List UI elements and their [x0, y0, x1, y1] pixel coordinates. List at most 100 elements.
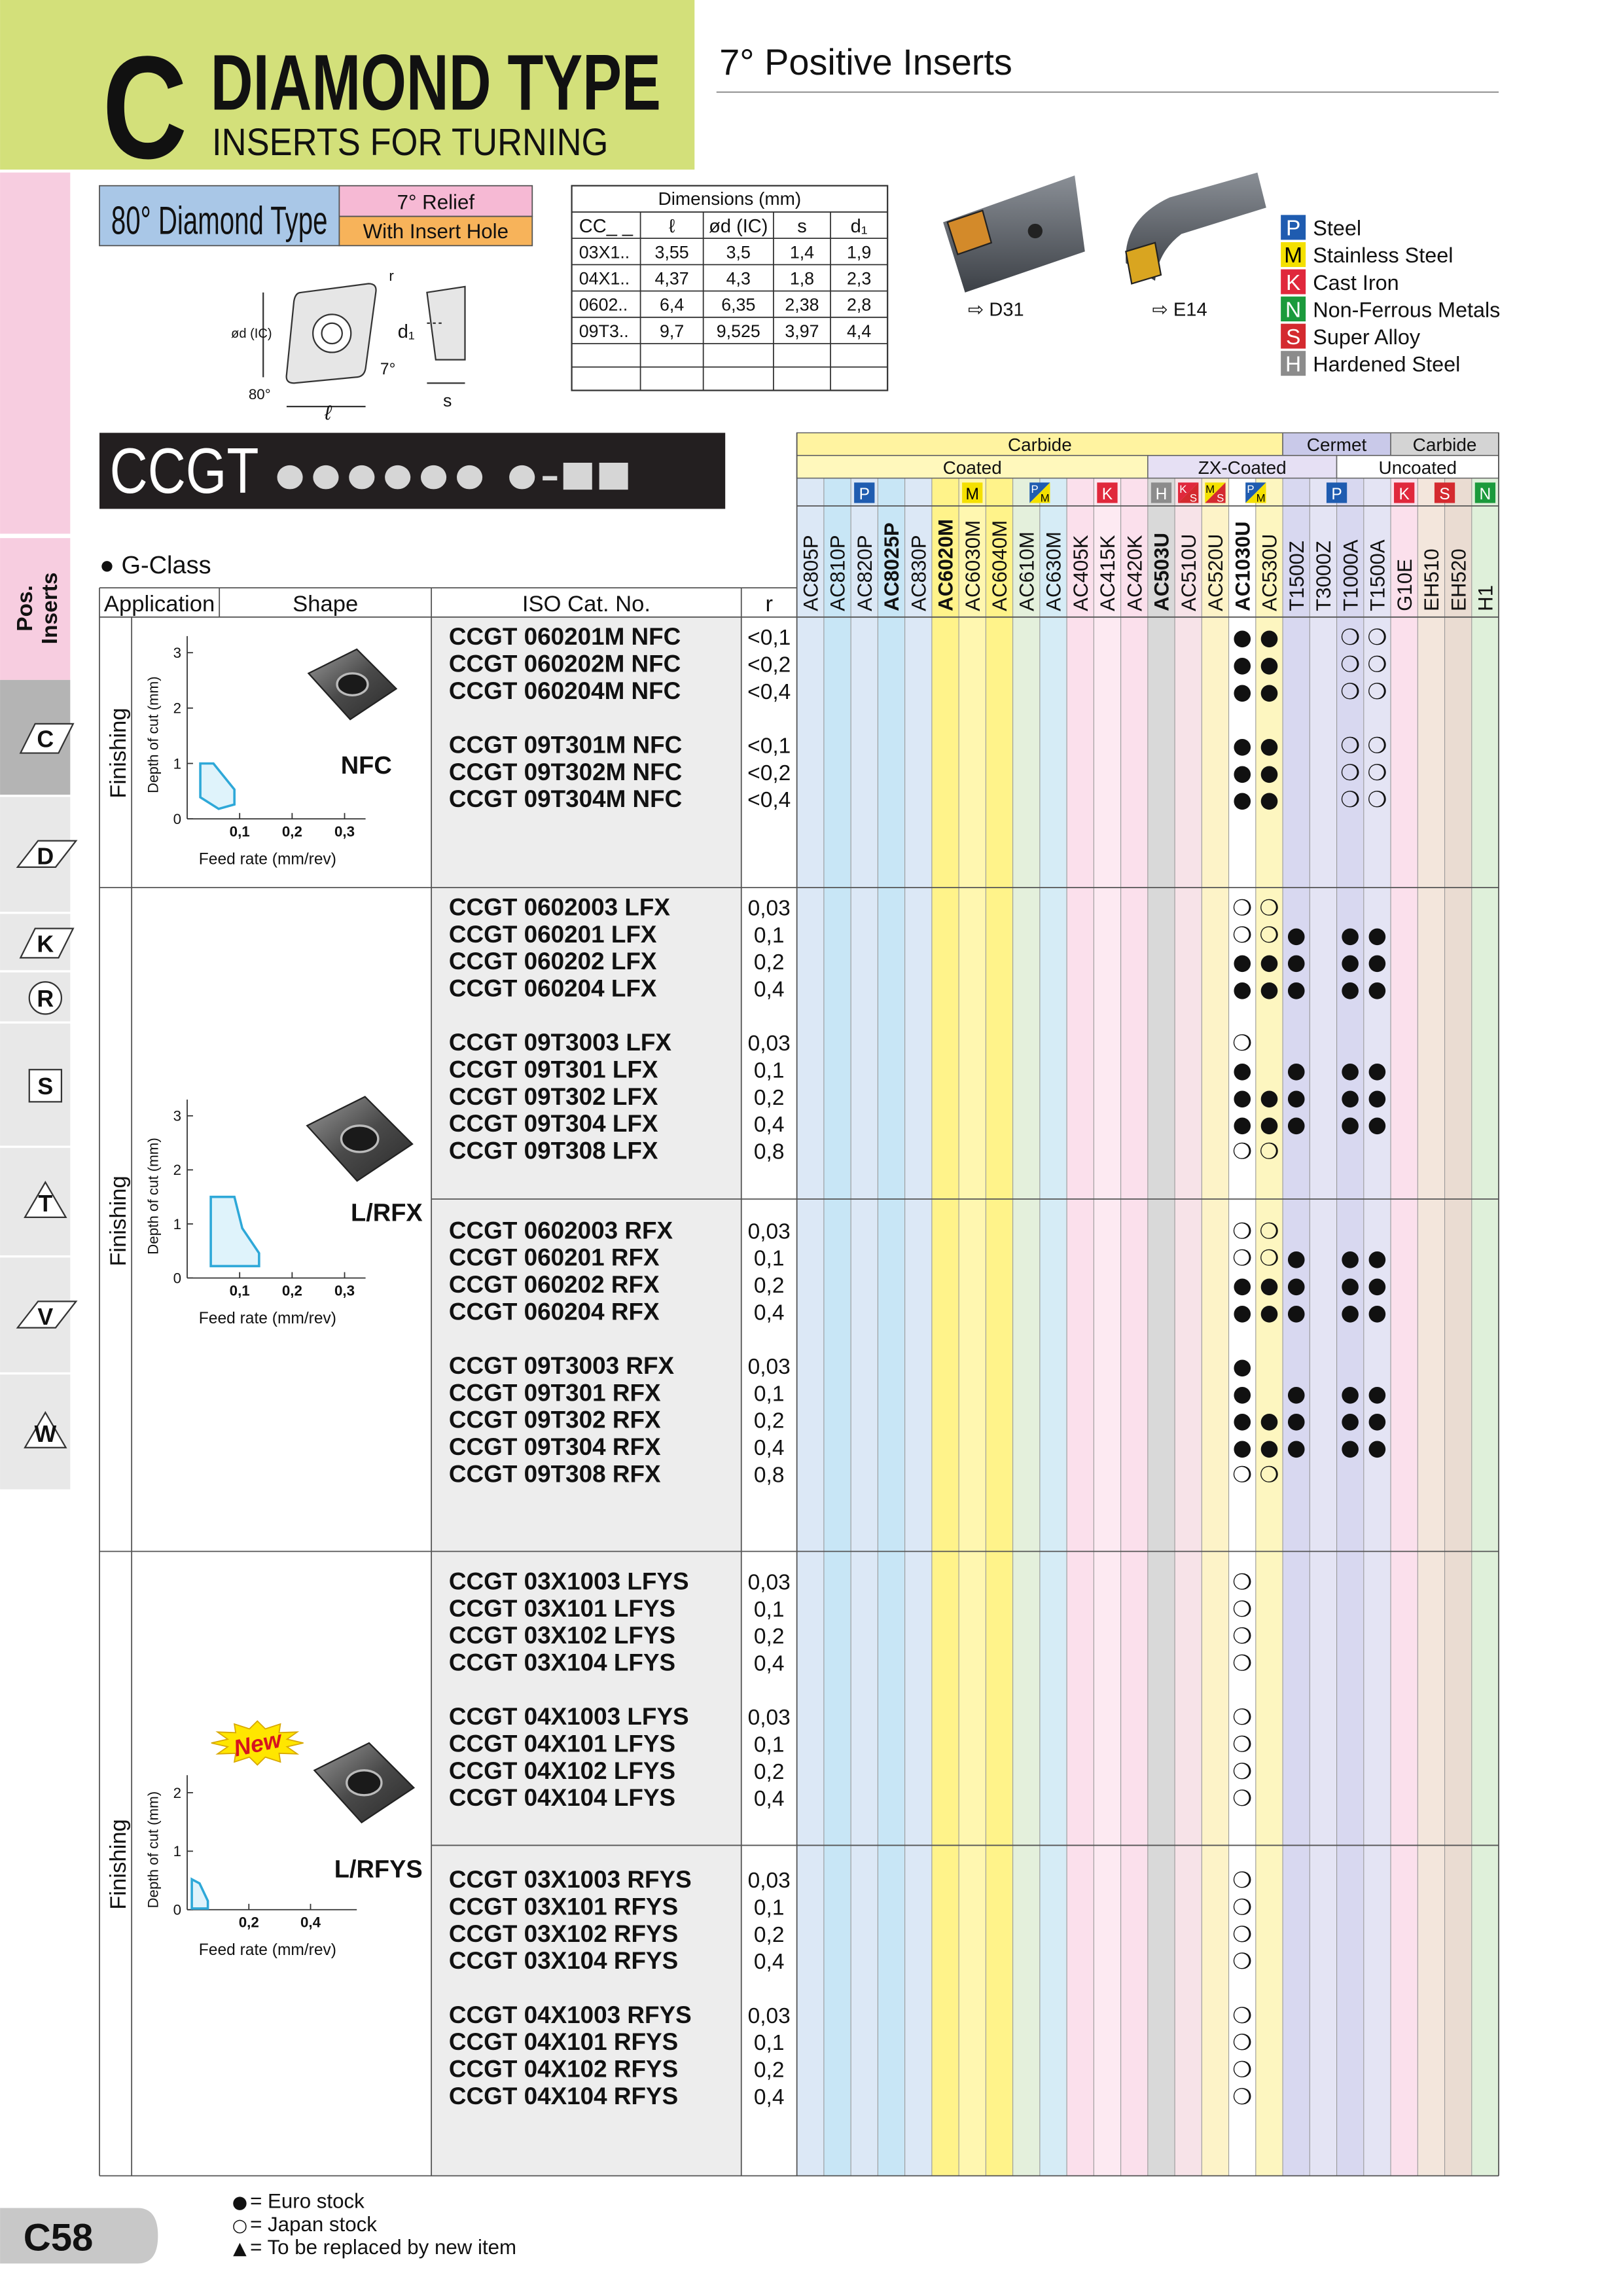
grade-group-label: Coated [943, 457, 1002, 478]
drawing-label: 80° [249, 386, 271, 403]
stock-mark: ❍ [1232, 1948, 1252, 1974]
corner-radius: 0,2 [754, 1274, 785, 1298]
iso-marker-letter: K [1102, 486, 1113, 503]
iso-marker-letter: P [1031, 483, 1038, 495]
stock-mark: ❍ [1259, 1218, 1279, 1244]
corner-radius: <0,1 [747, 734, 791, 759]
material-name: Hardened Steel [1313, 352, 1460, 376]
applicable-range [199, 762, 236, 810]
tool-holder-e14 [1126, 172, 1266, 281]
grade-group-label: Uncoated [1379, 457, 1457, 478]
stock-mark: ❍ [1232, 1246, 1252, 1271]
stock-mark: ● [1287, 1272, 1306, 1298]
stock-mark: ● [1287, 1435, 1306, 1460]
stock-mark: ● [1341, 1246, 1360, 1271]
header-letter: C [102, 26, 187, 189]
tool-insert [1125, 242, 1162, 285]
stock-mark: ❍ [1340, 760, 1360, 785]
corner-radius: 0,2 [754, 1760, 785, 1784]
grade-column [851, 478, 878, 2176]
relief-label: 7° Relief [397, 190, 475, 213]
stock-mark: ❍ [1232, 1139, 1252, 1164]
dimensions-cell: 2,8 [847, 295, 871, 315]
grade-group [1282, 432, 1391, 456]
iso-cat-no: CCGT 03X104 RFYS [449, 1947, 678, 1974]
corner-radius: <0,1 [747, 626, 791, 650]
material-letter: K [1286, 271, 1300, 295]
corner-radius: <0,2 [747, 653, 791, 677]
iso-marker-letter: K [1179, 483, 1186, 495]
type-box [99, 185, 340, 247]
x-tick-label: 0,1 [230, 823, 250, 840]
dimensions-cell: 4,37 [655, 269, 689, 289]
dimensions-cell: 2,38 [785, 295, 819, 315]
dimensions-cell: 9,525 [717, 321, 760, 341]
tool-insert [946, 209, 993, 256]
stock-mark: ❍ [1232, 1462, 1252, 1487]
material-name: Super Alloy [1313, 325, 1421, 349]
y-tick-label: 0 [173, 1270, 181, 1286]
iso-marker [1434, 482, 1455, 503]
grade-column [1175, 478, 1202, 2176]
stock-mark: ● [1287, 1380, 1306, 1406]
corner-radius: 0,03 [748, 2004, 791, 2028]
iso-cat-no: CCGT 09T301 RFX [449, 1379, 661, 1406]
corner-radius: 0,2 [754, 2058, 785, 2083]
tab-icon [19, 723, 75, 754]
tab-letter: K [37, 931, 54, 957]
iso-cat-no: CCGT 09T301 LFX [449, 1056, 658, 1083]
material-letter: N [1285, 298, 1301, 322]
tool-holder-d31 [943, 175, 1085, 293]
stock-mark: ❍ [1232, 2084, 1252, 2109]
grade-name: EH520 [1447, 548, 1470, 611]
dimensions-cell: 6,4 [660, 295, 684, 315]
grade-name: AC415K [1096, 535, 1119, 611]
dimensions-cell: 9,7 [660, 321, 684, 341]
corner-radius: 0,03 [748, 897, 791, 921]
tab-icon [16, 1300, 78, 1329]
corner-radius: <0,4 [747, 680, 791, 704]
stock-mark: ❍ [1367, 787, 1387, 812]
corner-radius: 0,1 [754, 1382, 785, 1406]
dimensions-header: ød (IC) [709, 216, 768, 237]
stock-mark: ● [1341, 977, 1360, 1002]
dimensions-cell: 2,3 [847, 269, 871, 289]
stock-mark: ● [1260, 652, 1279, 677]
iso-marker [1178, 482, 1199, 503]
shape-label: L/RFYS [334, 1856, 423, 1884]
iso-marker [854, 482, 875, 503]
stock-mark: ❍ [1232, 1731, 1252, 1757]
stock-mark: ● [1233, 1354, 1252, 1379]
iso-marker [1029, 482, 1050, 503]
iso-cat-no: CCGT 09T304 LFX [449, 1110, 658, 1137]
header-subtitle: INSERTS FOR TURNING [212, 121, 608, 164]
tool-reference: ⇨ E14 [1152, 300, 1207, 321]
iso-cat-no: CCGT 09T301M NFC [449, 732, 682, 759]
tab-letter: W [34, 1421, 56, 1447]
corner-radius: 0,4 [754, 978, 785, 1002]
stock-mark: ❍ [1340, 624, 1360, 650]
stock-mark: ❍ [1232, 1596, 1252, 1622]
sidebar-section-label: Inserts [38, 572, 62, 644]
iso-cat-no: CCGT 060201M NFC [449, 623, 681, 650]
x-tick-label: 0,2 [282, 823, 302, 840]
iso-cat-no: CCGT 09T304M NFC [449, 785, 682, 812]
stock-mark: ❍ [1232, 1867, 1252, 1893]
stock-mark: ❍ [1259, 1246, 1279, 1271]
tab-icon [24, 1410, 67, 1448]
stock-mark: ❍ [1340, 679, 1360, 704]
material-letter: M [1284, 243, 1302, 268]
x-axis-label: Feed rate (mm/rev) [199, 850, 336, 868]
grade-name: AC630M [1043, 531, 1065, 611]
stock-mark: ❍ [1232, 1623, 1252, 1649]
stock-mark: ● [1368, 1085, 1387, 1110]
tab-icon [16, 840, 78, 868]
stock-mark: ● [1233, 733, 1252, 759]
iso-cat-no: CCGT 09T3003 RFX [449, 1352, 675, 1379]
grade-column [1012, 478, 1040, 2176]
stock-mark: ● [1260, 1085, 1279, 1110]
corner-radius: 0,03 [748, 1706, 791, 1730]
application-label: Finishing [106, 708, 131, 798]
insert-hole-inner [321, 322, 343, 345]
hole-box [338, 215, 533, 247]
